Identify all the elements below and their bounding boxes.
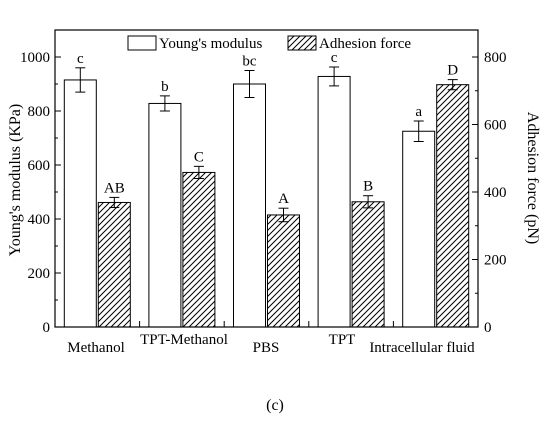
x-axis: Methanol TPT-Methanol PBS TPT Intracellular … <box>67 321 475 356</box>
x-category-label-intracellular-fluid: Intracellular fluid <box>369 340 475 356</box>
x-category-label-tpt: TPT <box>329 332 356 348</box>
error-bar-young-s-modulus-tpt <box>329 66 340 87</box>
left-y-tick-label-400: 400 <box>28 212 51 228</box>
bar-adhesion-force-methanol <box>97 201 131 328</box>
significance-label-adhesion-force-pbs: A <box>278 191 289 207</box>
right-y-tick-label-200: 200 <box>484 253 507 269</box>
significance-label-adhesion-force-tpt: B <box>363 179 373 195</box>
x-category-label-pbs: PBS <box>253 340 280 356</box>
left-y-tick-label-600: 600 <box>28 158 51 174</box>
error-bar-adhesion-force-methanol <box>109 196 120 209</box>
bar-young-s-modulus-pbs <box>233 83 266 328</box>
bar-adhesion-force-intracellular-fluid <box>436 84 470 328</box>
bar-young-s-modulus-tpt <box>317 75 351 328</box>
error-bar-young-s-modulus-methanol <box>75 67 86 93</box>
panel-label: (c) <box>266 397 284 414</box>
significance-label-young-s-modulus-pbs: bc <box>242 54 257 70</box>
x-category-label-methanol: Methanol <box>67 340 125 356</box>
significance-label-adhesion-force-methanol: AB <box>104 180 125 196</box>
left-y-axis: 0 200 400 600 800 1000 <box>20 50 61 336</box>
right-y-tick-label-400: 400 <box>484 185 507 201</box>
error-bars-group <box>75 66 458 223</box>
significance-labels-group: c AB b Cbc Ac Ba D <box>77 50 458 207</box>
error-bar-young-s-modulus-tpt-methanol <box>159 95 170 112</box>
left-y-axis-title: Young's modulus (KPa) <box>7 104 24 256</box>
legend-swatch-adhesion-force <box>287 35 317 51</box>
bar-young-s-modulus-intracellular-fluid <box>402 130 436 328</box>
significance-label-young-s-modulus-intracellular-fluid: a <box>415 104 422 120</box>
significance-label-adhesion-force-tpt-methanol: C <box>194 149 204 165</box>
error-bar-adhesion-force-tpt-methanol <box>193 165 204 179</box>
error-bar-adhesion-force-intracellular-fluid <box>447 79 458 91</box>
right-y-axis: 0 200 400 600 800 <box>472 50 507 336</box>
legend-swatch-youngs-modulus <box>127 35 157 51</box>
left-y-tick-label-1000: 1000 <box>20 50 50 66</box>
right-y-tick-label-600: 600 <box>484 118 507 134</box>
legend: Young's modulus Adhesion force <box>127 35 411 52</box>
significance-label-young-s-modulus-methanol: c <box>77 51 84 67</box>
right-y-axis-title: Adhesion force (pN) <box>524 112 541 244</box>
left-y-tick-label-200: 200 <box>28 266 51 282</box>
bar-young-s-modulus-tpt-methanol <box>148 102 182 328</box>
left-y-tick-label-800: 800 <box>28 104 51 120</box>
plot-frame <box>54 29 479 328</box>
error-bar-adhesion-force-pbs <box>278 207 289 223</box>
legend-label-adhesion-force: Adhesion force <box>319 36 411 52</box>
left-y-tick-label-0: 0 <box>43 320 51 336</box>
bar-adhesion-force-pbs <box>267 214 300 328</box>
bar-adhesion-force-tpt-methanol <box>182 171 216 328</box>
error-bar-young-s-modulus-pbs <box>244 70 255 98</box>
significance-label-young-s-modulus-tpt-methanol: b <box>161 79 169 95</box>
bars-group <box>63 75 470 328</box>
error-bar-adhesion-force-tpt <box>363 195 374 209</box>
significance-label-adhesion-force-intracellular-fluid: D <box>447 63 458 79</box>
bar-young-s-modulus-methanol <box>63 79 97 328</box>
significance-label-young-s-modulus-tpt: c <box>331 50 338 66</box>
x-category-label-tpt-methanol: TPT-Methanol <box>140 332 228 348</box>
legend-label-youngs-modulus: Young's modulus <box>159 36 262 52</box>
bar-adhesion-force-tpt <box>351 201 385 328</box>
right-y-tick-label-800: 800 <box>484 50 507 66</box>
right-y-tick-label-0: 0 <box>484 320 492 336</box>
error-bar-young-s-modulus-intracellular-fluid <box>413 120 424 143</box>
